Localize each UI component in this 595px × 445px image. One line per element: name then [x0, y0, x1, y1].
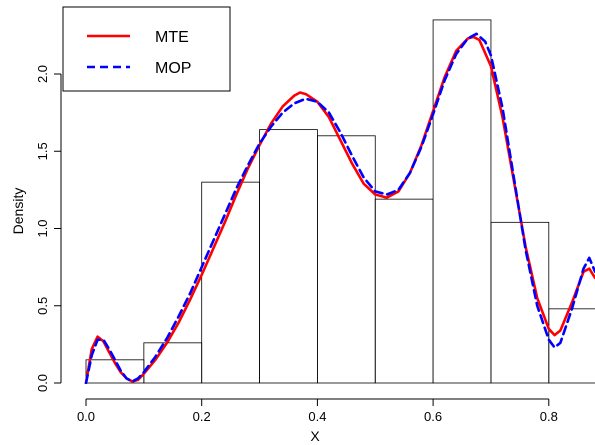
x-tick-label: 0.4: [308, 409, 326, 424]
y-axis: 0.0 0.5 1.0 1.5 2.0: [35, 65, 62, 392]
x-tick-label: 0.2: [193, 409, 211, 424]
y-axis-label: Density: [10, 188, 26, 235]
histogram-bar: [201, 181, 260, 384]
histogram-bar: [490, 221, 550, 384]
density-curves: [84, 32, 595, 384]
legend-box: [62, 6, 231, 92]
legend-mte-label: MTE: [155, 29, 189, 46]
x-axis: 0.0 0.2 0.4 0.6 0.8: [77, 398, 558, 424]
histogram-bar: [548, 308, 595, 384]
histogram-bar: [374, 198, 434, 384]
histogram-bar: [432, 19, 492, 384]
histogram-bars: [85, 19, 595, 384]
y-tick-label: 0.0: [35, 374, 50, 392]
x-tick-label: 0.0: [77, 409, 95, 424]
x-tick-label: 0.8: [540, 409, 558, 424]
y-tick-label: 1.0: [35, 219, 50, 237]
y-tick-label: 1.5: [35, 142, 50, 160]
legend: MTE MOP: [62, 6, 231, 92]
legend-mop-label: MOP: [155, 60, 191, 77]
y-tick-label: 0.5: [35, 297, 50, 315]
x-tick-label: 0.6: [424, 409, 442, 424]
y-tick-label: 2.0: [35, 65, 50, 83]
x-axis-label: X: [310, 428, 320, 444]
histogram-bar: [316, 135, 376, 384]
series-line-mop: [84, 32, 595, 384]
histogram-bar: [259, 129, 318, 384]
